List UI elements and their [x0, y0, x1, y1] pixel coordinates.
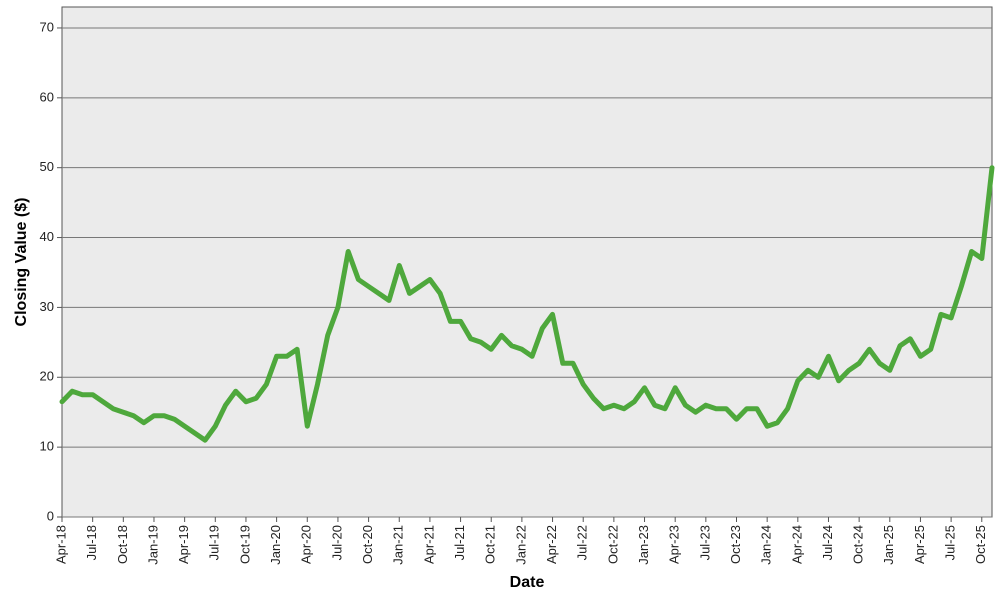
y-axis-title: Closing Value ($) [13, 198, 30, 327]
x-tick-label: Apr-24 [789, 525, 804, 564]
x-tick-label: Oct-23 [728, 525, 743, 564]
x-tick-label: Oct-18 [115, 525, 130, 564]
y-tick-label: 20 [40, 369, 54, 384]
x-tick-label: Oct-19 [237, 525, 252, 564]
x-tick-label: Jan-21 [391, 525, 406, 565]
x-tick-label: Jul-19 [207, 525, 222, 560]
x-tick-label: Oct-22 [605, 525, 620, 564]
x-tick-label: Apr-23 [667, 525, 682, 564]
x-tick-label: Apr-25 [912, 525, 927, 564]
y-tick-label: 50 [40, 159, 54, 174]
x-tick-label: Apr-18 [53, 525, 68, 564]
x-tick-label: Jan-20 [268, 525, 283, 565]
plot-area [61, 6, 993, 518]
x-tick-label: Jan-23 [636, 525, 651, 565]
y-tick-label: 0 [47, 508, 54, 523]
x-tick-label: Jan-25 [881, 525, 896, 565]
x-tick-label: Apr-21 [421, 525, 436, 564]
x-tick-label: Apr-22 [544, 525, 559, 564]
x-tick-label: Jan-22 [513, 525, 528, 565]
x-tick-label: Oct-20 [360, 525, 375, 564]
y-tick-label: 10 [40, 439, 54, 454]
x-tick-label: Jul-20 [329, 525, 344, 560]
y-tick-label: 40 [40, 229, 54, 244]
x-axis-title: Date [510, 574, 545, 591]
y-tick-label: 60 [40, 89, 54, 104]
x-tick-label: Oct-21 [483, 525, 498, 564]
x-tick-label: Jul-24 [820, 525, 835, 560]
x-tick-label: Jul-18 [84, 525, 99, 560]
x-tick-label: Jan-19 [145, 525, 160, 565]
x-tick-label: Jul-21 [452, 525, 467, 560]
x-tick-label: Oct-24 [851, 525, 866, 564]
data-line [59, 165, 995, 443]
x-tick-label: Jul-23 [697, 525, 712, 560]
y-tick-label: 70 [40, 19, 54, 34]
x-tick-label: Oct-25 [973, 525, 988, 564]
y-tick-label: 30 [40, 299, 54, 314]
x-tick-label: Apr-19 [176, 525, 191, 564]
x-tick-label: Jan-24 [759, 525, 774, 565]
x-tick-label: Apr-20 [299, 525, 314, 564]
x-tick-label: Jul-22 [575, 525, 590, 560]
x-tick-label: Jul-25 [943, 525, 958, 560]
